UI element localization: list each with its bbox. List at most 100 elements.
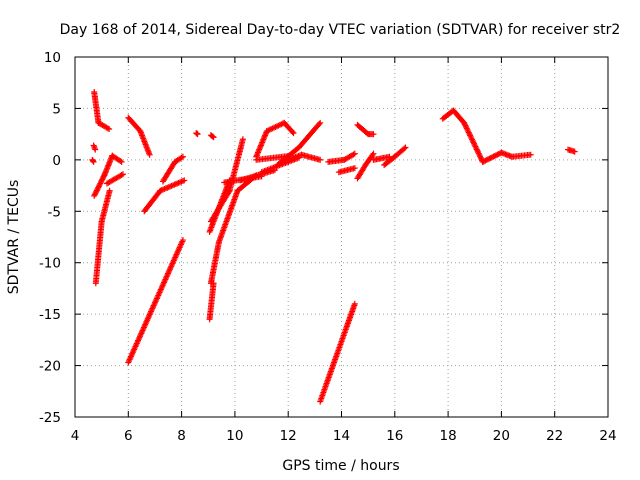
data-segment bbox=[89, 156, 97, 165]
data-point bbox=[97, 179, 104, 186]
data-point bbox=[92, 190, 99, 197]
data-point bbox=[473, 144, 480, 151]
data-point bbox=[461, 121, 468, 128]
data-point bbox=[95, 183, 102, 190]
data-segment bbox=[92, 218, 105, 287]
data-point bbox=[494, 151, 501, 158]
data-point bbox=[472, 143, 479, 150]
data-point bbox=[179, 237, 186, 244]
data-point bbox=[104, 125, 111, 132]
data-point bbox=[118, 172, 125, 179]
data-point bbox=[490, 153, 497, 160]
x-tick-label: 14 bbox=[333, 428, 350, 444]
y-tick-label: 10 bbox=[44, 50, 61, 66]
data-segment bbox=[295, 119, 324, 151]
data-segment bbox=[317, 300, 358, 405]
y-tick-label: -10 bbox=[39, 256, 61, 272]
data-segment bbox=[215, 187, 241, 246]
data-point bbox=[467, 132, 474, 139]
data-point bbox=[117, 158, 124, 165]
data-point bbox=[370, 150, 377, 157]
data-point bbox=[351, 165, 358, 172]
data-segment bbox=[207, 187, 233, 225]
data-segment bbox=[226, 136, 246, 194]
x-tick-label: 22 bbox=[546, 428, 563, 444]
data-point bbox=[316, 121, 323, 128]
data-segment bbox=[207, 239, 222, 287]
data-segment bbox=[98, 187, 113, 225]
data-segment bbox=[370, 153, 393, 163]
grid-layer bbox=[75, 57, 608, 417]
y-tick-label: -20 bbox=[39, 359, 61, 375]
data-point bbox=[475, 150, 482, 157]
data-point bbox=[93, 188, 100, 195]
x-tick-label: 24 bbox=[599, 428, 616, 444]
data-point bbox=[350, 151, 357, 158]
data-point bbox=[106, 187, 113, 194]
data-point bbox=[467, 133, 474, 140]
data-segment bbox=[95, 119, 113, 132]
data-point bbox=[487, 154, 494, 161]
data-point bbox=[92, 146, 99, 153]
data-point bbox=[466, 130, 473, 137]
data-segment bbox=[365, 131, 377, 138]
data-point bbox=[527, 151, 534, 158]
data-point bbox=[491, 152, 498, 159]
data-point bbox=[97, 180, 104, 187]
data-point bbox=[351, 150, 358, 157]
data-point bbox=[99, 175, 106, 182]
data-point bbox=[402, 144, 409, 151]
data-point bbox=[98, 177, 105, 184]
data-segment bbox=[171, 153, 186, 165]
data-segment bbox=[91, 88, 102, 126]
data-point bbox=[477, 154, 484, 161]
data-point bbox=[351, 300, 358, 307]
data-point bbox=[462, 122, 469, 129]
data-point bbox=[485, 156, 492, 163]
data-point bbox=[469, 136, 476, 143]
data-point bbox=[90, 158, 97, 165]
x-tick-label: 8 bbox=[177, 428, 186, 444]
data-point bbox=[290, 130, 297, 137]
data-point bbox=[210, 134, 217, 141]
x-tick-label: 10 bbox=[226, 428, 243, 444]
data-point bbox=[571, 148, 578, 155]
data-point bbox=[239, 136, 246, 143]
data-point bbox=[95, 184, 102, 191]
data-point bbox=[471, 140, 478, 147]
data-point bbox=[476, 151, 483, 158]
data-point bbox=[473, 146, 480, 153]
data-point bbox=[93, 187, 100, 194]
x-tick-label: 12 bbox=[280, 428, 297, 444]
data-point bbox=[468, 135, 475, 142]
y-tick-label: -15 bbox=[39, 307, 61, 323]
data-segment bbox=[341, 150, 358, 163]
data-segment bbox=[298, 151, 324, 163]
data-point bbox=[91, 192, 98, 199]
data-point bbox=[474, 147, 481, 154]
data-segment bbox=[335, 165, 358, 176]
data-point bbox=[178, 154, 185, 161]
data-segment bbox=[281, 119, 297, 137]
data-point bbox=[493, 152, 500, 159]
data-segment bbox=[498, 149, 516, 160]
data-point bbox=[401, 145, 408, 152]
data-point bbox=[118, 158, 125, 165]
data-point bbox=[369, 151, 376, 158]
data-point bbox=[463, 125, 470, 132]
data-segment bbox=[206, 280, 217, 323]
data-segment bbox=[141, 187, 164, 215]
y-tick-label: 5 bbox=[52, 101, 61, 117]
data-point bbox=[194, 131, 201, 138]
data-point bbox=[477, 153, 484, 160]
data-point bbox=[179, 153, 186, 160]
x-tick-label: 4 bbox=[71, 428, 80, 444]
data-point bbox=[209, 133, 216, 140]
x-tick-label: 16 bbox=[386, 428, 403, 444]
data-point bbox=[94, 186, 101, 192]
data-point bbox=[482, 157, 489, 164]
y-tick-label: -5 bbox=[48, 204, 61, 220]
data-segment bbox=[362, 150, 377, 168]
data-segment bbox=[91, 172, 108, 199]
